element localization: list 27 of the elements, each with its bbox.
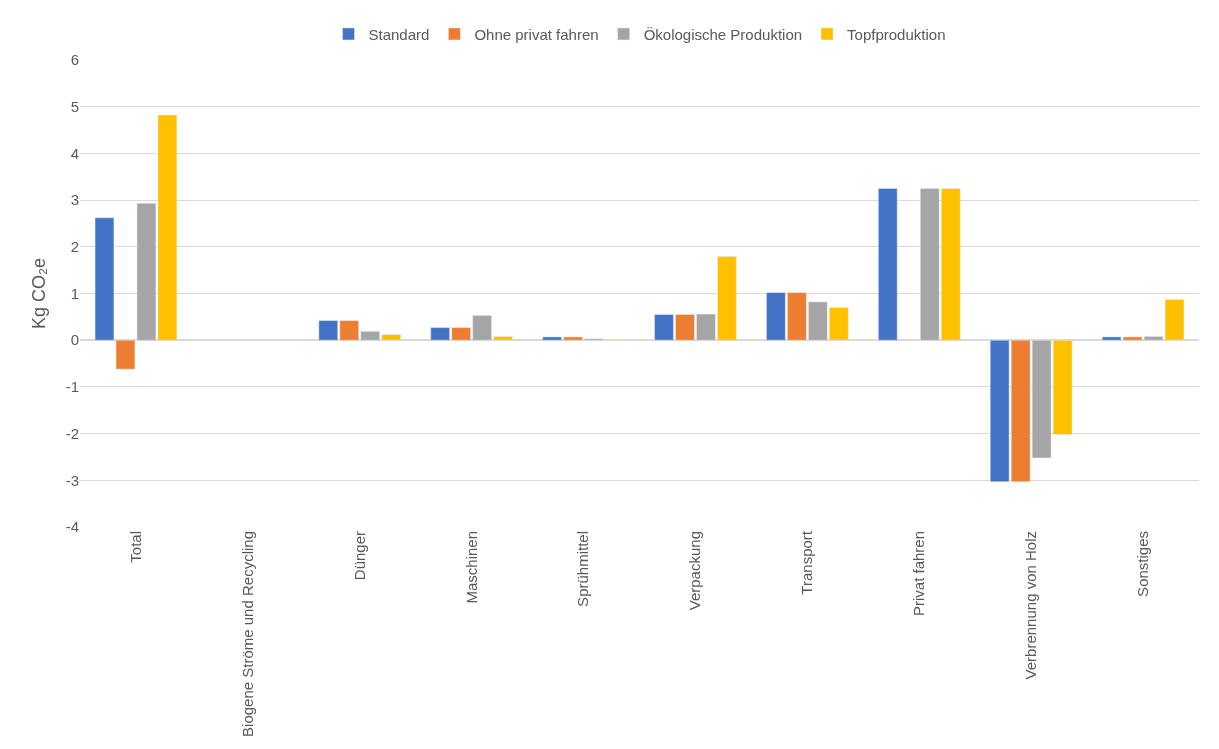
y-tick-label: 5 <box>70 97 79 115</box>
x-tick-label: Total <box>126 531 144 563</box>
y-tick-label: 2 <box>70 238 79 256</box>
y-axis-title: Kg CO₂e <box>28 257 49 330</box>
y-tick-label: -1 <box>65 378 79 396</box>
legend-label: Standard <box>368 25 430 43</box>
x-tick-label: Dünger <box>350 531 368 581</box>
y-tick-label: 4 <box>70 144 79 162</box>
legend-label: Ökologische Produktion <box>643 25 803 43</box>
x-tick-label: Sprühmittel <box>574 531 592 607</box>
y-tick-label: -2 <box>65 424 79 442</box>
x-tick-label: Privat fahren <box>910 531 928 617</box>
x-tick-label: Verbrennung von Holz <box>1022 531 1040 680</box>
x-tick-label: Sonstiges <box>1133 531 1151 597</box>
y-tick-label: 1 <box>70 284 79 302</box>
y-tick-label: 3 <box>70 191 79 209</box>
bar <box>878 188 898 341</box>
x-tick-label: Transport <box>798 530 816 595</box>
x-tick-label: Verpackung <box>686 531 704 611</box>
legend-label: Ohne privat fahren <box>474 25 599 43</box>
legend-label: Topfproduktion <box>847 25 946 43</box>
y-tick-label: 0 <box>70 331 79 349</box>
y-tick-label: -4 <box>65 518 79 536</box>
x-tick-label: Maschinen <box>462 531 480 604</box>
x-tick-label: Biogene Ströme und Recycling <box>238 531 256 737</box>
y-tick-label: 6 <box>70 51 79 69</box>
y-tick-label: -3 <box>65 471 79 489</box>
